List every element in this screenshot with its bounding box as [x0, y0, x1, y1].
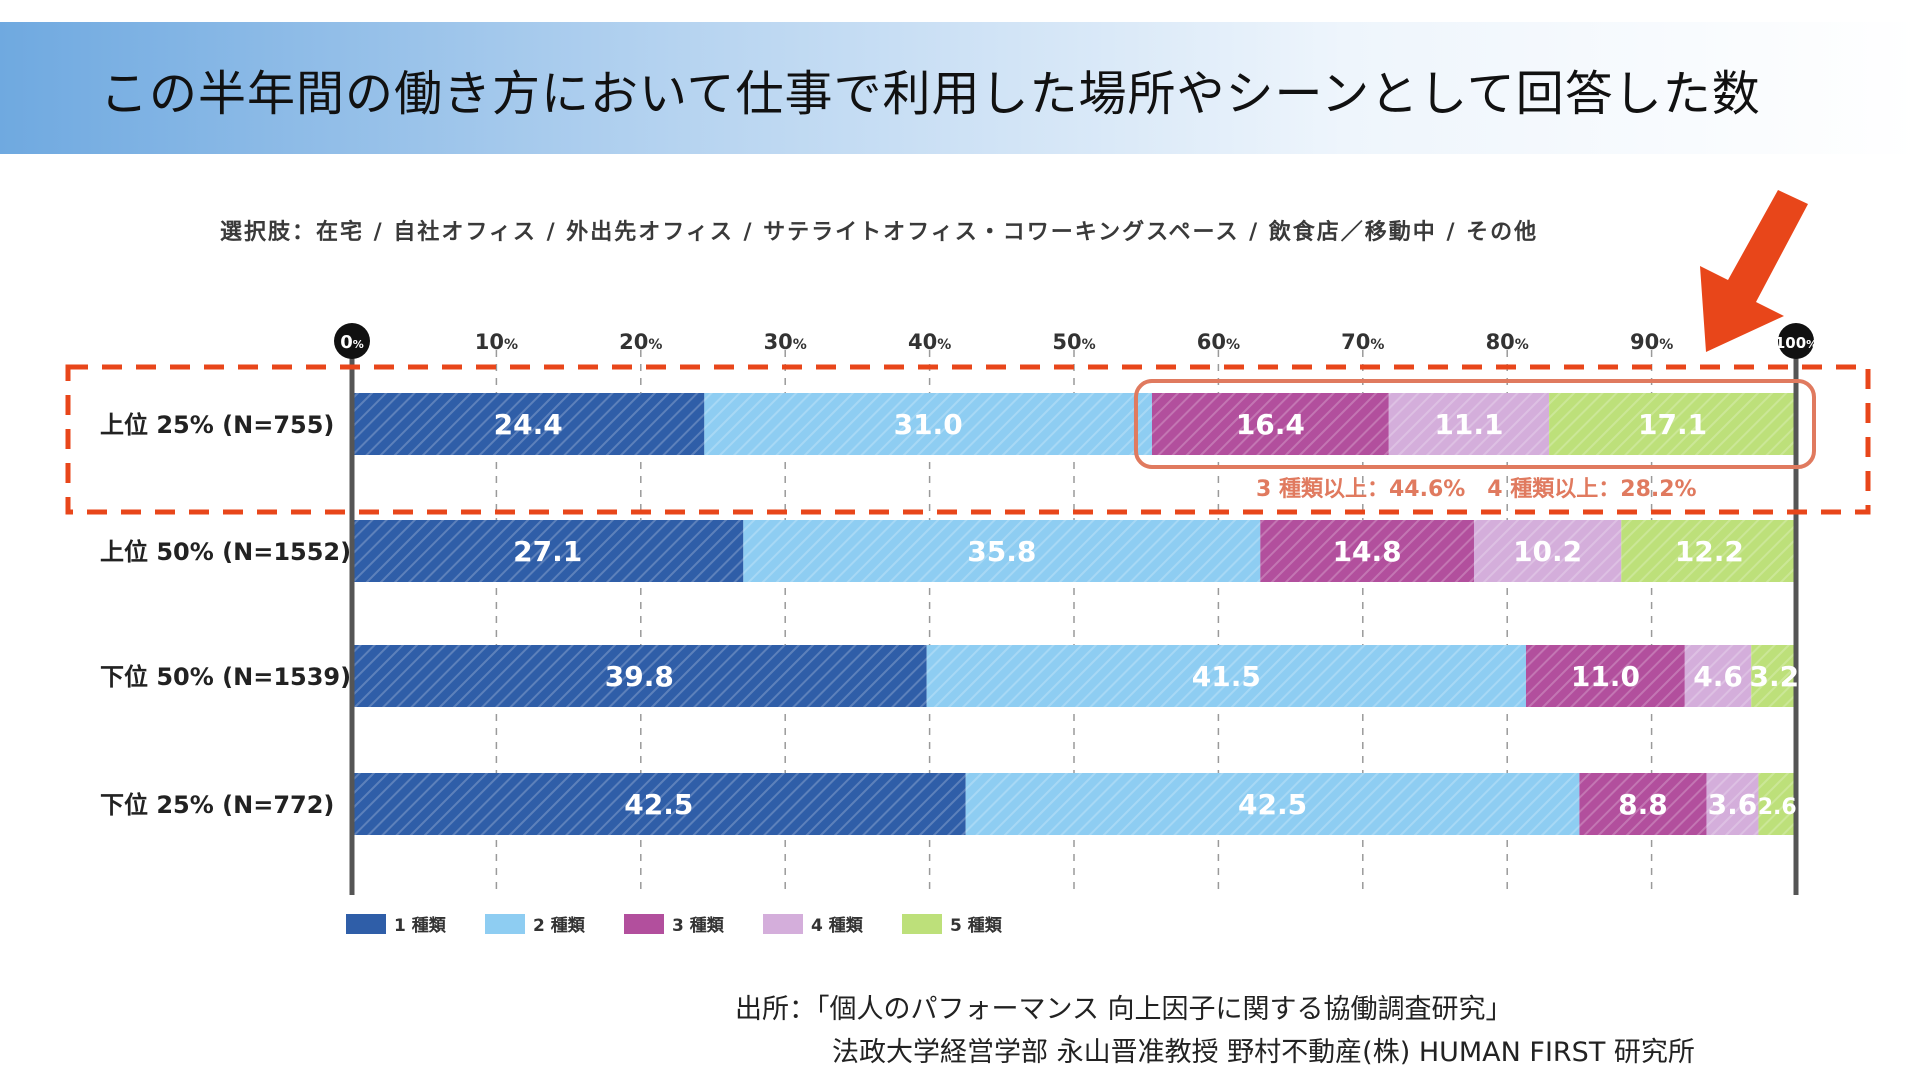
legend-label: 4 種類 — [811, 915, 864, 936]
tick-badge — [334, 323, 370, 359]
tick-label: 100% — [1775, 334, 1817, 352]
legend-label: 1 種類 — [394, 915, 447, 936]
category-label: 下位 25% (N=772) — [100, 791, 334, 819]
source-line-1: 出所：「個人のパフォーマンス 向上因子に関する協働調査研究」 — [735, 994, 1513, 1025]
tick-number: 100 — [1775, 334, 1806, 352]
bar-hatch — [1758, 773, 1796, 835]
bar-hatch — [1525, 645, 1685, 707]
tick-label: 20% — [619, 330, 662, 354]
bar-hatch — [352, 645, 927, 707]
legend-swatch — [485, 914, 525, 934]
data-label: 4.6 — [1693, 660, 1743, 693]
bar-hatch — [352, 520, 744, 582]
tick-unit: % — [1806, 338, 1817, 351]
tick-unit: % — [793, 337, 807, 353]
page-title: この半年間の働き方において仕事で利用した場所やシーンとして回答した数 — [100, 66, 1761, 122]
category-label: 上位 50% (N=1552) — [100, 538, 351, 566]
legend-swatch — [902, 914, 942, 934]
bar-hatch — [352, 773, 966, 835]
tick-number: 0 — [340, 332, 353, 353]
tick-unit: % — [1082, 337, 1096, 353]
data-label: 8.8 — [1618, 788, 1668, 821]
tick-number: 90 — [1630, 330, 1659, 354]
title-banner — [0, 22, 1920, 154]
bar-hatch — [1621, 520, 1798, 582]
tick-unit: % — [1226, 337, 1240, 353]
bar-hatch — [1549, 393, 1796, 455]
bar-hatch — [1751, 645, 1798, 707]
tick-number: 60 — [1197, 330, 1226, 354]
tick-label: 30% — [764, 330, 807, 354]
data-label: 3.2 — [1750, 660, 1800, 693]
tick-number: 20 — [619, 330, 648, 354]
data-label: 31.0 — [894, 408, 963, 441]
tick-unit: % — [937, 337, 951, 353]
tick-unit: % — [1515, 337, 1529, 353]
tick-label: 0% — [340, 332, 364, 353]
tick-label: 40% — [908, 330, 951, 354]
legend-label: 3 種類 — [672, 915, 725, 936]
data-label: 42.5 — [1238, 788, 1307, 821]
data-label: 35.8 — [967, 535, 1036, 568]
tick-label: 60% — [1197, 330, 1240, 354]
highlight-note: 3 種類以上：44.6% 4 種類以上：28.2% — [1256, 477, 1697, 502]
tick-label: 80% — [1486, 330, 1529, 354]
bar-hatch — [1579, 773, 1707, 835]
tick-label: 70% — [1341, 330, 1384, 354]
data-label: 27.1 — [513, 535, 582, 568]
legend-label: 2 種類 — [533, 915, 586, 936]
legend-swatch — [624, 914, 664, 934]
arrow-icon — [1700, 190, 1808, 352]
highlight-rounded-box — [1133, 379, 1816, 469]
tick-number: 70 — [1341, 330, 1370, 354]
category-label: 上位 25% (N=755) — [100, 411, 334, 439]
data-label: 16.4 — [1236, 408, 1305, 441]
bar-hatch — [965, 773, 1580, 835]
bar-hatch — [743, 520, 1261, 582]
bar-hatch — [1706, 773, 1759, 835]
source-line-2: 法政大学経営学部 永山晋准教授 野村不動産(株) HUMAN FIRST 研究所 — [832, 1037, 1695, 1068]
data-label: 42.5 — [624, 788, 693, 821]
tick-number: 30 — [764, 330, 793, 354]
legend-label: 5 種類 — [950, 915, 1003, 936]
bar-hatch — [1473, 520, 1622, 582]
bar-hatch — [352, 393, 705, 455]
tick-number: 50 — [1052, 330, 1081, 354]
data-label: 17.1 — [1638, 408, 1707, 441]
bar-hatch — [1151, 393, 1389, 455]
tick-label: 10% — [475, 330, 518, 354]
data-label: 11.0 — [1571, 660, 1640, 693]
tick-label: 50% — [1052, 330, 1095, 354]
data-label: 3.6 — [1708, 788, 1758, 821]
category-label: 下位 50% (N=1539) — [100, 663, 351, 691]
bar-hatch — [926, 645, 1526, 707]
bar-hatch — [1260, 520, 1474, 582]
data-label: 24.4 — [494, 408, 563, 441]
tick-number: 40 — [908, 330, 937, 354]
tick-unit: % — [504, 337, 518, 353]
legend-swatch — [763, 914, 803, 934]
tick-number: 10 — [475, 330, 504, 354]
tick-badge — [1778, 323, 1814, 359]
data-label: 2.6 — [1758, 795, 1797, 820]
data-label: 39.8 — [605, 660, 674, 693]
bar-hatch — [704, 393, 1152, 455]
data-label: 10.2 — [1513, 535, 1582, 568]
data-label: 41.5 — [1192, 660, 1261, 693]
tick-unit: % — [353, 338, 364, 351]
tick-unit: % — [1370, 337, 1384, 353]
tick-unit: % — [1659, 337, 1673, 353]
highlight-dashed-box — [65, 364, 1871, 515]
bar-hatch — [1388, 393, 1550, 455]
legend-swatch — [346, 914, 386, 934]
choices-caption: 選択肢：在宅 / 自社オフィス / 外出先オフィス / サテライトオフィス・コワ… — [220, 220, 1539, 245]
data-label: 14.8 — [1333, 535, 1402, 568]
data-label: 11.1 — [1434, 408, 1503, 441]
data-label: 12.2 — [1675, 535, 1744, 568]
tick-label: 90% — [1630, 330, 1673, 354]
bar-hatch — [1684, 645, 1752, 707]
tick-unit: % — [648, 337, 662, 353]
tick-number: 80 — [1486, 330, 1515, 354]
